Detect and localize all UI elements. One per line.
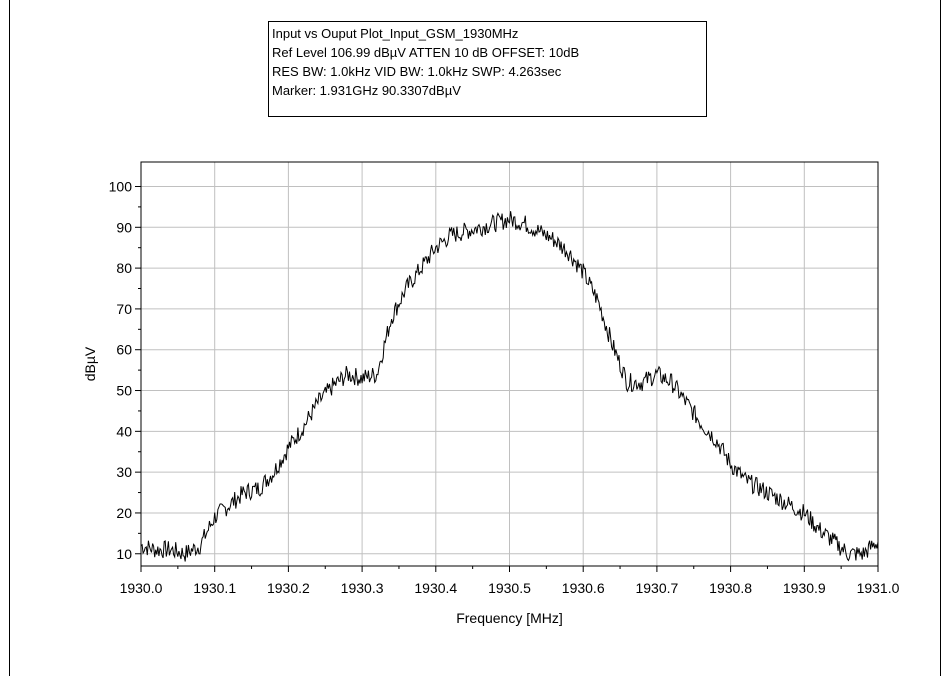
y-tick-label: 90 (116, 219, 132, 235)
y-tick-label: 20 (116, 505, 132, 521)
x-tick-label: 1931.0 (857, 580, 900, 596)
x-tick-label: 1930.8 (709, 580, 752, 596)
x-tick-label: 1930.5 (488, 580, 531, 596)
y-tick-label: 10 (116, 546, 132, 562)
info-ref-level: Ref Level 106.99 dBµV ATTEN 10 dB OFFSET… (272, 45, 580, 60)
y-tick-label: 100 (109, 178, 133, 194)
info-bandwidth: RES BW: 1.0kHz VID BW: 1.0kHz SWP: 4.263… (272, 64, 562, 79)
x-tick-label: 1930.9 (783, 580, 826, 596)
y-tick-label: 60 (116, 342, 132, 358)
y-tick-label: 50 (116, 383, 132, 399)
y-tick-label: 80 (116, 260, 132, 276)
trace-line (140, 211, 879, 562)
y-tick-label: 40 (116, 423, 132, 439)
x-tick-label: 1930.6 (562, 580, 605, 596)
info-marker: Marker: 1.931GHz 90.3307dBµV (272, 83, 461, 98)
measurement-info-box: Input vs Ouput Plot_Input_GSM_1930MHz Re… (268, 21, 707, 117)
y-axis-label: dBµV (82, 346, 98, 381)
x-tick-label: 1930.7 (635, 580, 678, 596)
window-frame (9, 0, 941, 676)
x-axis: 1930.0 1930.1 1930.2 1930.3 1930.4 1930.5 1930… (120, 566, 900, 596)
x-axis-label: Frequency [MHz] (456, 610, 563, 626)
info-title: Input vs Ouput Plot_Input_GSM_1930MHz (272, 26, 519, 41)
x-tick-label: 1930.2 (267, 580, 310, 596)
x-tick-label: 1930.0 (120, 580, 163, 596)
y-tick-label: 30 (116, 464, 132, 480)
x-tick-label: 1930.3 (341, 580, 384, 596)
x-tick-label: 1930.4 (414, 580, 457, 596)
y-axis: 10 20 30 40 50 60 70 80 90 100 (109, 178, 141, 562)
x-tick-label: 1930.1 (193, 580, 236, 596)
y-tick-label: 70 (116, 301, 132, 317)
